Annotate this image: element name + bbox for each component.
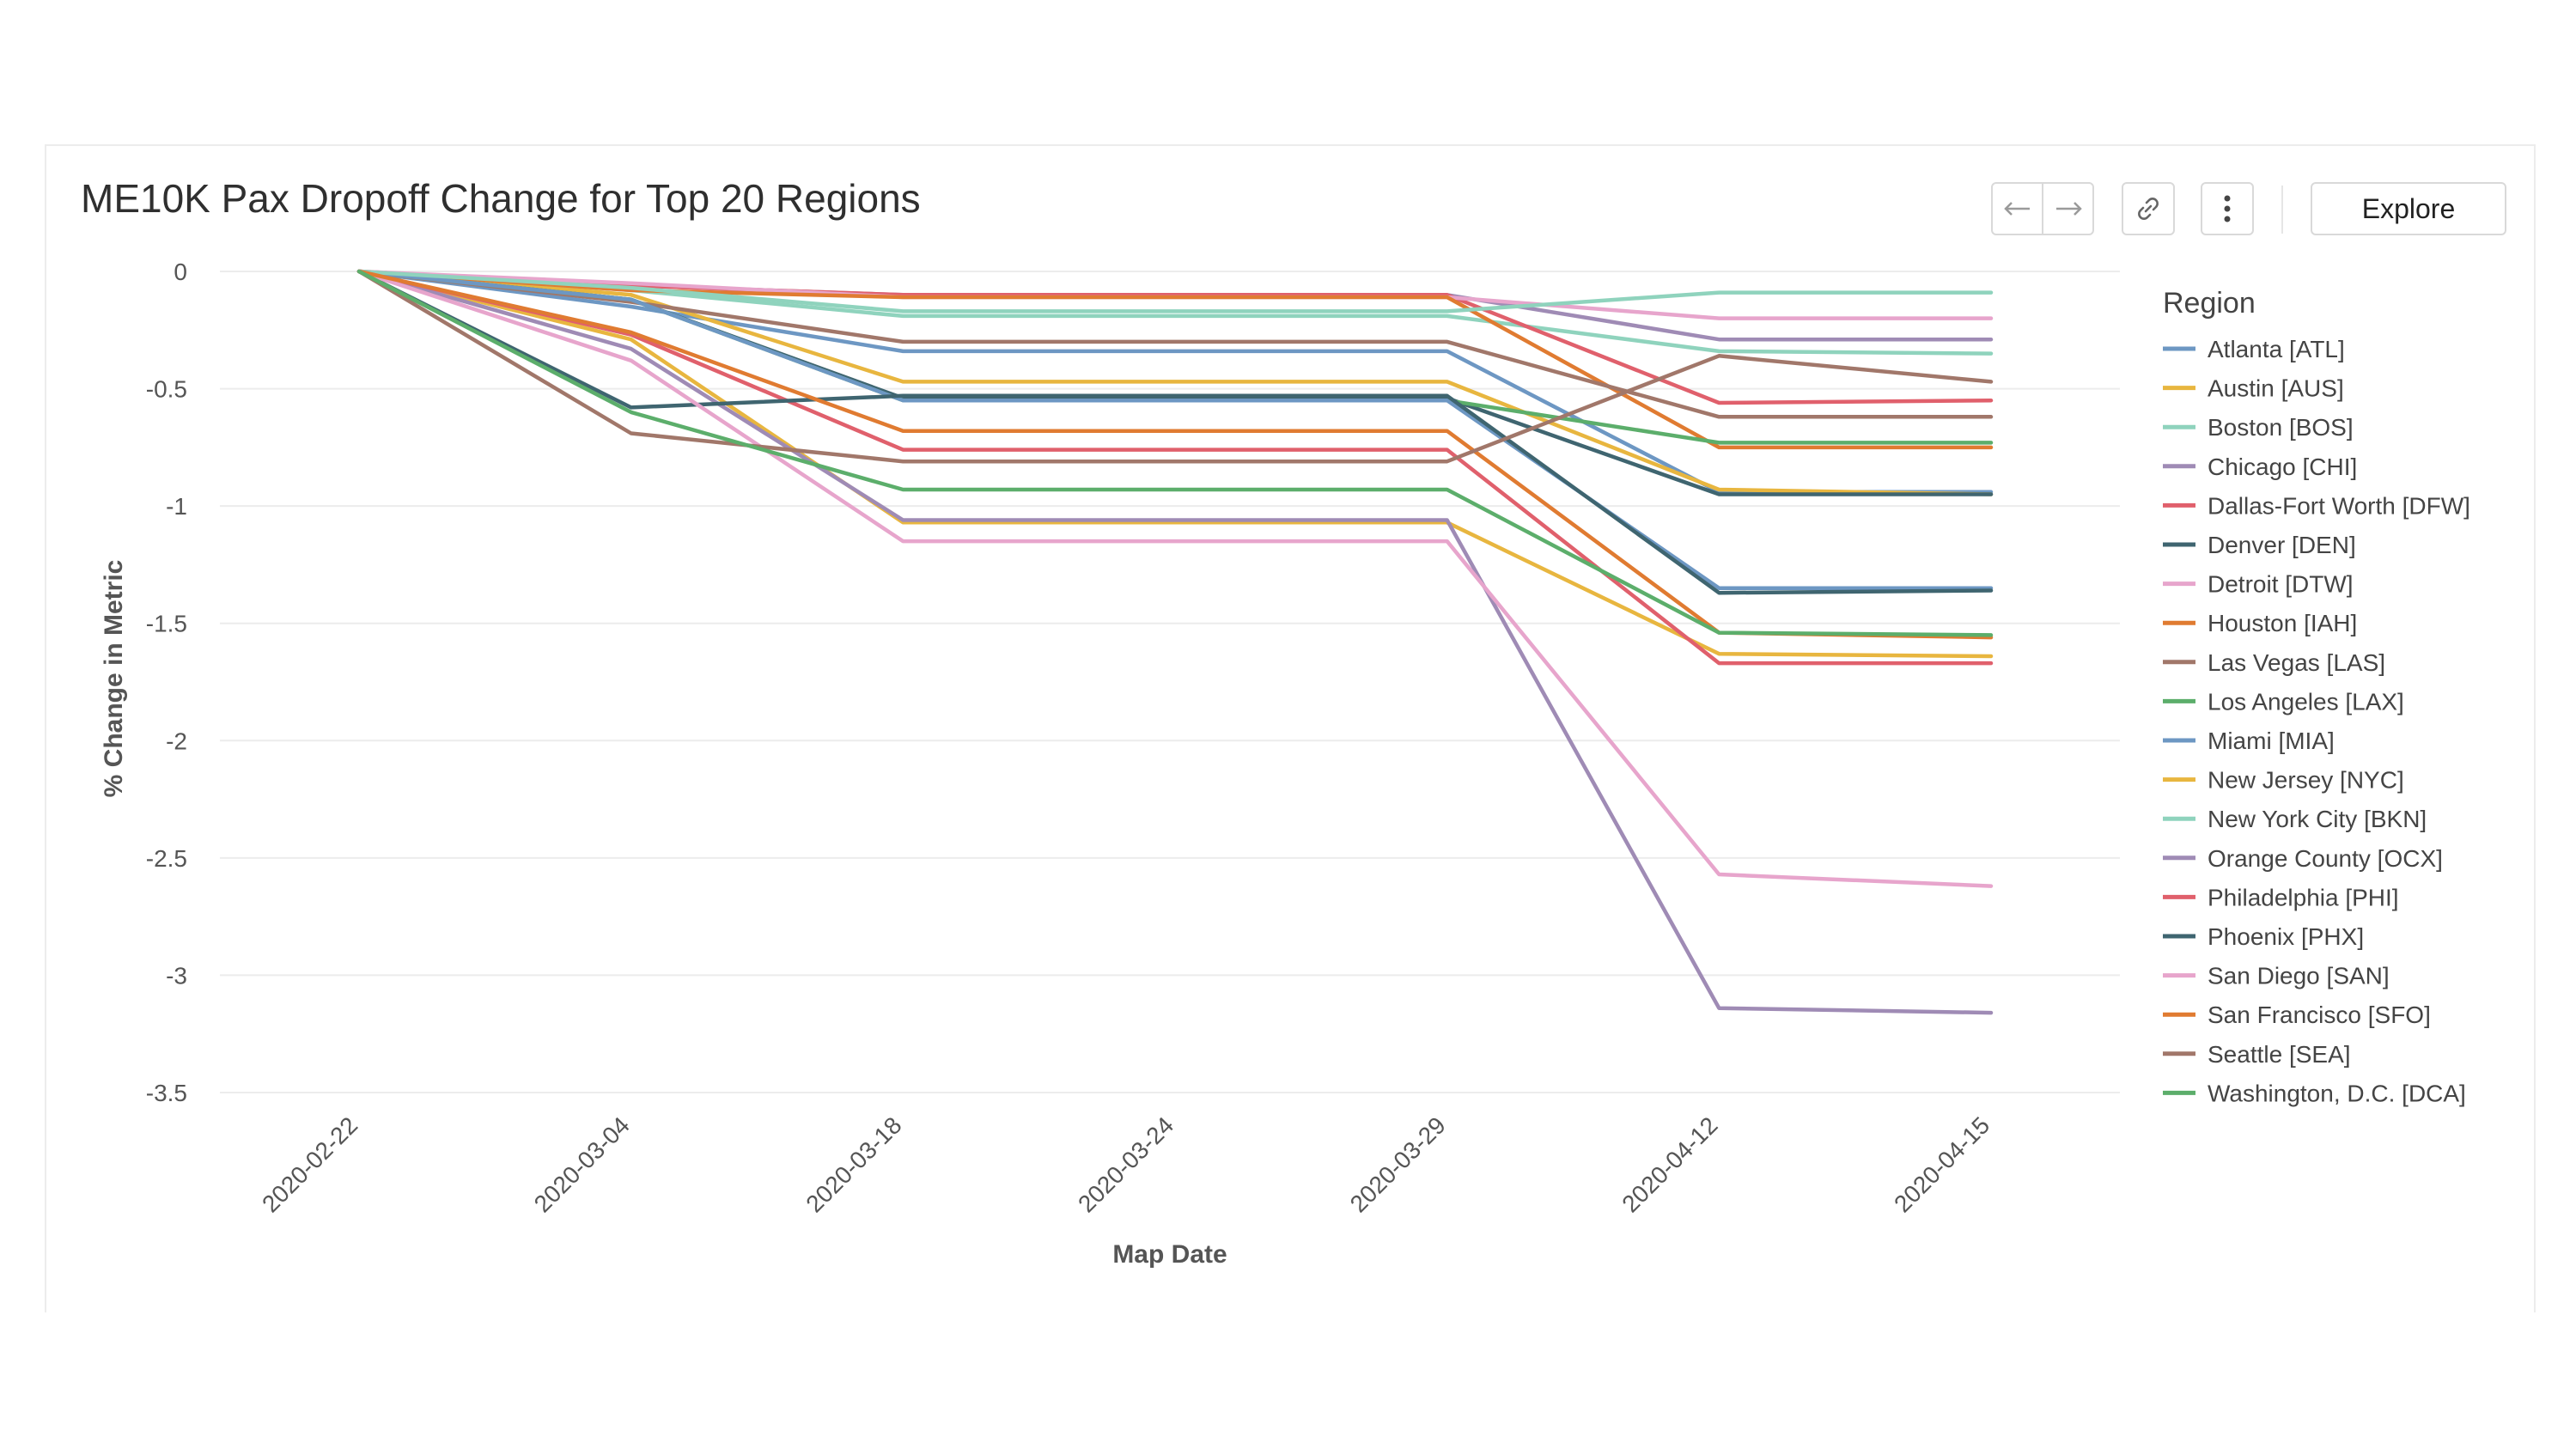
legend-item-label: Detroit [DTW] xyxy=(2208,571,2354,598)
series-line xyxy=(356,269,1994,464)
series-lines xyxy=(356,269,1994,1015)
copy-link-button[interactable] xyxy=(2122,182,2175,235)
arrow-right-icon xyxy=(2055,202,2082,216)
series-line xyxy=(356,269,1994,450)
legend-item-label: Chicago [CHI] xyxy=(2208,454,2357,480)
x-tick-label: 2020-03-04 xyxy=(529,1111,635,1217)
legend-item-label: Phoenix [PHX] xyxy=(2208,923,2364,950)
legend-item-label: New Jersey [NYC] xyxy=(2208,767,2404,794)
vertical-dots-icon xyxy=(2224,195,2231,222)
series-line xyxy=(356,269,1994,595)
x-tick-label: 2020-04-15 xyxy=(1889,1111,1994,1217)
x-tick-label: 2020-02-22 xyxy=(257,1111,362,1217)
y-tick-label: -3.5 xyxy=(146,1080,187,1106)
y-axis-ticks: 0 -0.5 -1 -1.5 -2 -2.5 -3 -3.5 xyxy=(146,259,187,1106)
navigation-button-group xyxy=(1991,182,2094,235)
more-options-button[interactable] xyxy=(2201,182,2254,235)
x-axis-title: Map Date xyxy=(1112,1240,1227,1269)
series-line xyxy=(356,269,1994,314)
legend-item-label: Los Angeles [LAX] xyxy=(2208,688,2404,715)
forward-button[interactable] xyxy=(2042,184,2092,234)
toolbar-divider xyxy=(2281,186,2283,234)
legend-item-label: Houston [IAH] xyxy=(2208,610,2357,636)
chart-card xyxy=(45,144,2536,1312)
y-tick-label: -0.5 xyxy=(146,376,187,403)
x-tick-label: 2020-03-24 xyxy=(1073,1111,1178,1217)
series-line xyxy=(356,269,1994,496)
grid-lines xyxy=(220,271,2120,1093)
legend-item-label: Miami [MIA] xyxy=(2208,728,2335,754)
legend-item-label: Orange County [OCX] xyxy=(2208,845,2443,872)
legend-item-label: New York City [BKN] xyxy=(2208,806,2427,832)
legend-item-label: Philadelphia [PHI] xyxy=(2208,884,2399,910)
legend-item-label: San Diego [SAN] xyxy=(2208,963,2390,989)
series-line xyxy=(356,269,1994,666)
legend-item-label: Seattle [SEA] xyxy=(2208,1041,2351,1068)
y-tick-label: -3 xyxy=(166,962,187,989)
series-line xyxy=(356,269,1994,590)
legend-item-label: Dallas-Fort Worth [DFW] xyxy=(2208,492,2470,519)
legend-item-label: Las Vegas [LAS] xyxy=(2208,649,2385,676)
back-button[interactable] xyxy=(1993,184,2042,234)
chart-title: ME10K Pax Dropoff Change for Top 20 Regi… xyxy=(81,176,921,221)
legend-item-label: Denver [DEN] xyxy=(2208,532,2356,558)
x-tick-label: 2020-03-18 xyxy=(801,1111,906,1217)
y-tick-label: 0 xyxy=(174,259,187,285)
y-tick-label: -2 xyxy=(166,728,187,754)
series-line xyxy=(356,269,1994,637)
x-axis-ticks: 2020-02-22 2020-03-04 2020-03-18 2020-03-24… xyxy=(257,1111,1994,1217)
link-icon xyxy=(2138,198,2159,220)
legend-item-label: Atlanta [ATL] xyxy=(2208,336,2345,362)
series-line xyxy=(356,269,1994,888)
y-tick-label: -2.5 xyxy=(146,845,187,872)
explore-button[interactable]: Explore xyxy=(2311,182,2506,235)
y-tick-label: -1 xyxy=(166,493,187,520)
legend-title: Region xyxy=(2163,287,2256,320)
legend-item-label: Boston [BOS] xyxy=(2208,414,2354,441)
legend-item-label: Austin [AUS] xyxy=(2208,375,2344,402)
series-line xyxy=(356,269,1994,405)
x-tick-label: 2020-04-12 xyxy=(1617,1111,1722,1217)
arrow-left-icon xyxy=(2003,202,2030,216)
series-line xyxy=(356,269,1994,1015)
series-line xyxy=(356,269,1994,640)
x-tick-label: 2020-03-29 xyxy=(1345,1111,1451,1217)
legend: Atlanta [ATL] Austin [AUS] Boston [BOS] Chi… xyxy=(2163,336,2470,1106)
series-line xyxy=(356,269,1994,659)
legend-item-label: Washington, D.C. [DCA] xyxy=(2208,1080,2466,1106)
y-axis-title: % Change in Metric xyxy=(100,560,128,798)
series-line xyxy=(356,269,1994,495)
series-line xyxy=(356,269,1994,419)
y-tick-label: -1.5 xyxy=(146,611,187,637)
legend-item-label: San Francisco [SFO] xyxy=(2208,1002,2431,1028)
